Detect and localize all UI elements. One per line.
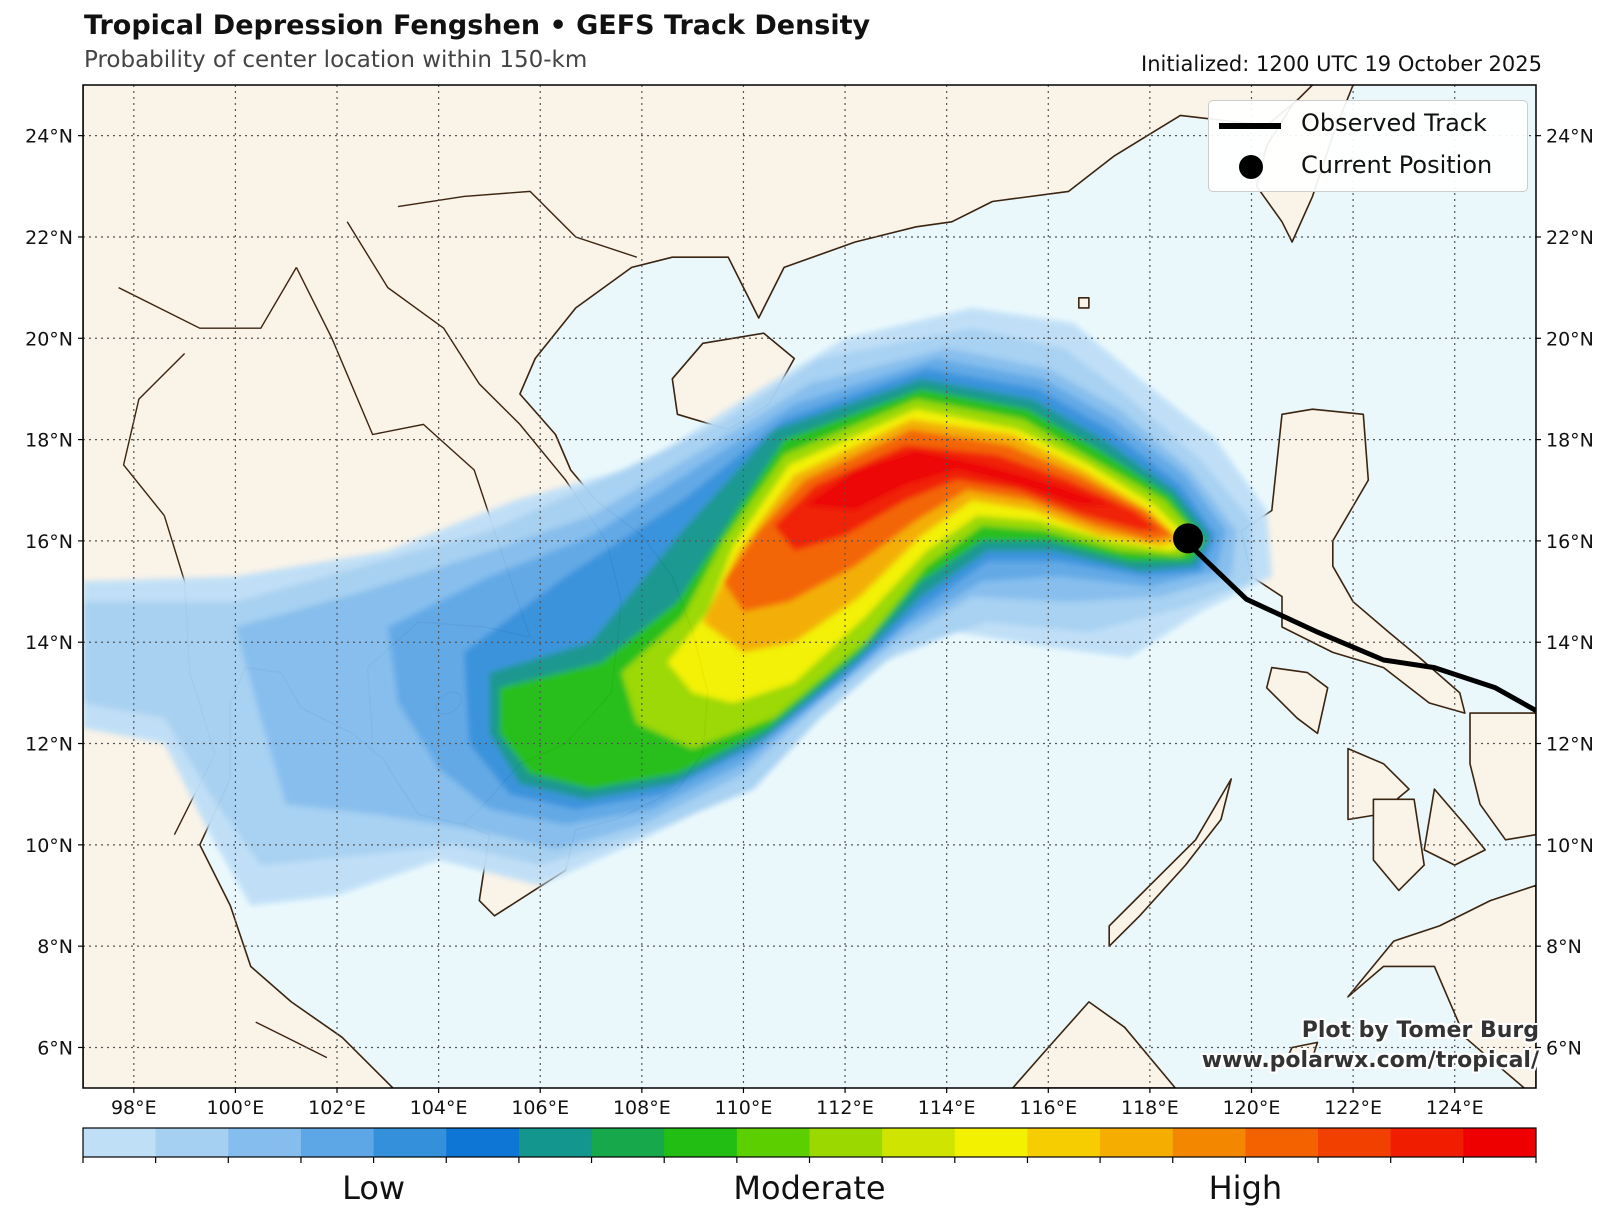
land-dongsha (1078, 297, 1090, 309)
density-contour-level-11 (723, 429, 1176, 612)
initialization-time: Initialized: 1200 UTC 19 October 2025 (1141, 52, 1542, 76)
land-palawan (1108, 778, 1232, 947)
track-line-icon (1219, 123, 1281, 129)
lat-tick-label-left: 20°N (25, 328, 73, 350)
colorbar-label-low: Low (342, 1169, 406, 1207)
legend-item-current-position: Current Position (1209, 147, 1527, 187)
lat-tick-label-right: 24°N (1546, 126, 1594, 148)
lon-tick-label: 112°E (816, 1097, 874, 1119)
map-axes: 98°E 100°E 102°E 104°E 106°E 108°E 110°E 112°E 1… (25, 126, 1594, 1119)
lat-tick-label-right: 12°N (1546, 734, 1594, 756)
colorbar-swatch (736, 1128, 810, 1157)
lat-tick-label-left: 16°N (25, 531, 73, 553)
lat-tick-label-right: 10°N (1546, 835, 1594, 857)
lat-tick-label-left: 8°N (37, 936, 73, 958)
lat-tick-label-left: 24°N (25, 126, 73, 148)
land-sulu-islands (1286, 1041, 1319, 1059)
plot-website: www.polarwx.com/tropical/ (1201, 1048, 1539, 1073)
observed-track-layer (1172, 523, 1536, 713)
colorbar-swatch (1463, 1128, 1537, 1157)
map-gridlines (83, 85, 1536, 1088)
lat-tick-label-right: 16°N (1546, 531, 1594, 553)
colorbar-swatch (1100, 1128, 1174, 1157)
colorbar-swatch (809, 1128, 883, 1157)
lat-tick-label-right: 6°N (1546, 1037, 1582, 1059)
map-legend: Observed Track Current Position (1208, 100, 1528, 192)
lon-tick-label: 116°E (1019, 1097, 1077, 1119)
colorbar-swatch (446, 1128, 520, 1157)
lon-tick-label: 100°E (207, 1097, 265, 1119)
colorbar-swatch (591, 1128, 665, 1157)
colorbar-swatch (300, 1128, 375, 1157)
legend-item-observed-track: Observed Track (1209, 105, 1527, 145)
colorbar-swatch (518, 1128, 593, 1157)
lon-tick-label: 104°E (410, 1097, 468, 1119)
observed-track-line (1183, 539, 1536, 713)
lat-tick-label-left: 18°N (25, 430, 73, 452)
lon-tick-label: 124°E (1426, 1097, 1484, 1119)
density-contour-level-13 (804, 449, 1115, 511)
lat-tick-label-left: 14°N (25, 632, 73, 654)
lon-tick-label: 110°E (715, 1097, 773, 1119)
colorbar-swatch (1027, 1128, 1101, 1157)
current-position-marker (1172, 523, 1203, 554)
colorbar-swatch (1172, 1128, 1246, 1157)
land-samar-leyte (1469, 712, 1536, 841)
legend-label-current-position: Current Position (1301, 151, 1493, 179)
lat-tick-label-left: 10°N (25, 835, 73, 857)
colorbar (82, 1127, 1537, 1163)
colorbar-swatch (155, 1128, 229, 1157)
lon-tick-label: 102°E (308, 1097, 366, 1119)
lat-tick-label-left: 22°N (25, 227, 73, 249)
lon-tick-label: 122°E (1324, 1097, 1382, 1119)
lat-tick-label-right: 20°N (1546, 328, 1594, 350)
land-visayas-cebu-bohol (1423, 788, 1486, 866)
colorbar-swatch (1245, 1128, 1319, 1157)
colorbar-swatch (1318, 1128, 1392, 1157)
lon-tick-label: 118°E (1121, 1097, 1179, 1119)
plot-credit: Plot by Tomer Burg (1301, 1018, 1539, 1043)
land-mindoro (1265, 666, 1329, 735)
colorbar-label-high: High (1208, 1169, 1283, 1207)
lat-tick-label-right: 8°N (1546, 936, 1582, 958)
country-border (122, 353, 186, 517)
colorbar-swatch (664, 1128, 738, 1157)
lon-tick-label: 98°E (111, 1097, 157, 1119)
lon-tick-label: 106°E (511, 1097, 569, 1119)
lon-tick-label: 114°E (918, 1097, 976, 1119)
lat-tick-label-left: 6°N (37, 1037, 73, 1059)
lat-tick-label-left: 12°N (25, 734, 73, 756)
land-mindanao (1347, 884, 1536, 1088)
colorbar-swatch (83, 1128, 157, 1157)
country-border (118, 267, 298, 329)
position-dot-icon (1239, 155, 1263, 179)
map-frame (82, 84, 1537, 1089)
map-title: Tropical Depression Fengshen • GEFS Trac… (84, 10, 871, 41)
country-border (397, 190, 638, 258)
lon-tick-label: 108°E (613, 1097, 671, 1119)
colorbar-swatch (954, 1128, 1028, 1157)
lon-tick-label: 120°E (1223, 1097, 1281, 1119)
colorbar-swatch (373, 1128, 447, 1157)
lat-tick-label-right: 22°N (1546, 227, 1594, 249)
track-density-field (83, 307, 1272, 906)
colorbar-swatch (228, 1128, 302, 1157)
lat-tick-label-right: 18°N (1546, 430, 1594, 452)
land-borneo (1011, 1001, 1177, 1088)
colorbar-swatch (882, 1128, 956, 1157)
colorbar-swatch (1390, 1128, 1464, 1157)
map-subtitle: Probability of center location within 15… (84, 47, 588, 73)
lat-tick-label-right: 14°N (1546, 632, 1594, 654)
legend-label-observed-track: Observed Track (1301, 109, 1487, 137)
country-border (255, 1021, 328, 1059)
colorbar-label-moderate: Moderate (733, 1169, 886, 1207)
